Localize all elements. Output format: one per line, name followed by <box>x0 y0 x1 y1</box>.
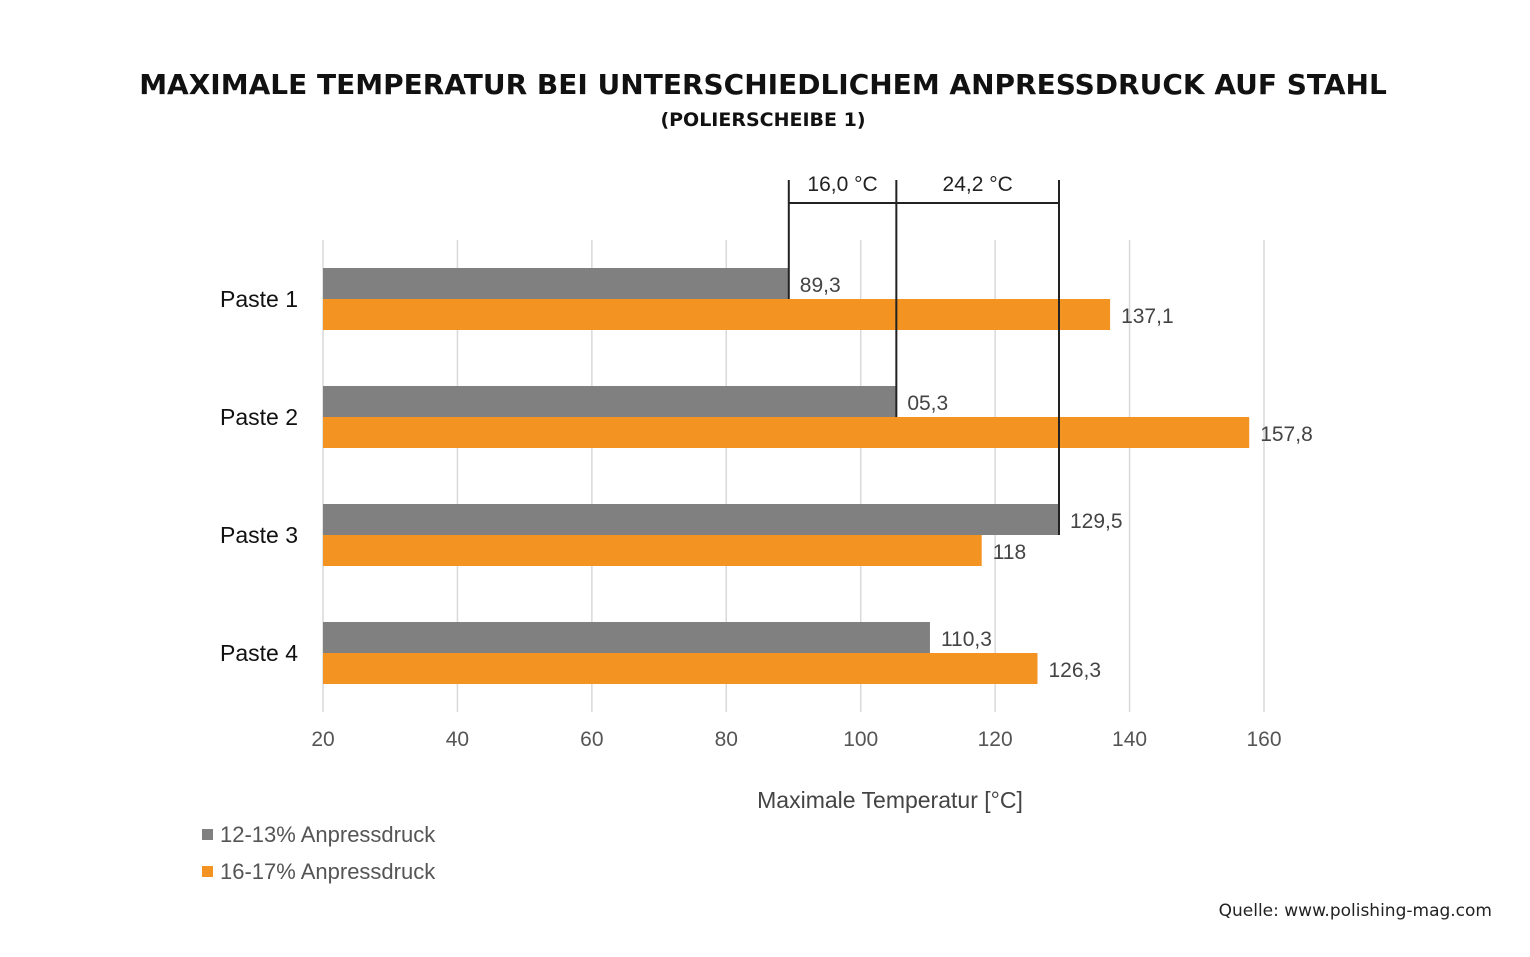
data-label: 137,1 <box>1121 305 1174 328</box>
legend-swatch <box>202 829 213 840</box>
x-tick-label: 40 <box>446 728 469 751</box>
labels: 20 40 60 80 100 120 140 160 Paste 1 89,3 137,1 Past… <box>220 274 1313 751</box>
data-label: 89,3 <box>800 274 841 297</box>
chart-subtitle: (POLIERSCHEIBE 1) <box>660 109 865 131</box>
data-label: 05,3 <box>907 392 948 415</box>
source-note: Quelle: www.polishing-mag.com <box>1219 901 1492 921</box>
x-tick-label: 80 <box>715 728 738 751</box>
bar <box>323 653 1038 684</box>
x-tick-label: 20 <box>311 728 334 751</box>
legend: 12-13% Anpressdruck 16-17% Anpressdruck <box>202 822 436 884</box>
bar <box>323 268 789 299</box>
x-tick-label: 120 <box>978 728 1013 751</box>
data-label: 129,5 <box>1070 510 1123 533</box>
category-label: Paste 1 <box>220 286 298 312</box>
category-label: Paste 3 <box>220 522 298 548</box>
annotation-label: 16,0 °C <box>807 173 877 196</box>
annotations: 16,0 °C 24,2 °C <box>787 173 1060 535</box>
bar <box>323 622 930 653</box>
chart-title: MAXIMALE TEMPERATUR BEI UNTERSCHIEDLICHE… <box>139 68 1387 101</box>
bar <box>323 386 897 417</box>
legend-swatch <box>202 866 213 877</box>
data-label: 118 <box>993 541 1026 564</box>
annotation-label: 24,2 °C <box>943 173 1013 196</box>
bars <box>323 268 1250 684</box>
category-label: Paste 2 <box>220 404 298 430</box>
legend-label: 12-13% Anpressdruck <box>220 822 436 847</box>
data-label: 157,8 <box>1260 423 1313 446</box>
x-tick-label: 100 <box>843 728 878 751</box>
bar <box>323 504 1059 535</box>
legend-label: 16-17% Anpressdruck <box>220 859 436 884</box>
x-tick-label: 60 <box>580 728 603 751</box>
bar <box>323 299 1111 330</box>
data-label: 126,3 <box>1048 659 1101 682</box>
bar <box>323 535 982 566</box>
category-label: Paste 4 <box>220 640 298 666</box>
x-tick-label: 140 <box>1112 728 1147 751</box>
bar <box>323 417 1250 448</box>
x-tick-label: 160 <box>1246 728 1281 751</box>
data-label: 110,3 <box>941 628 992 651</box>
x-axis-label: Maximale Temperatur [°C] <box>757 787 1023 813</box>
